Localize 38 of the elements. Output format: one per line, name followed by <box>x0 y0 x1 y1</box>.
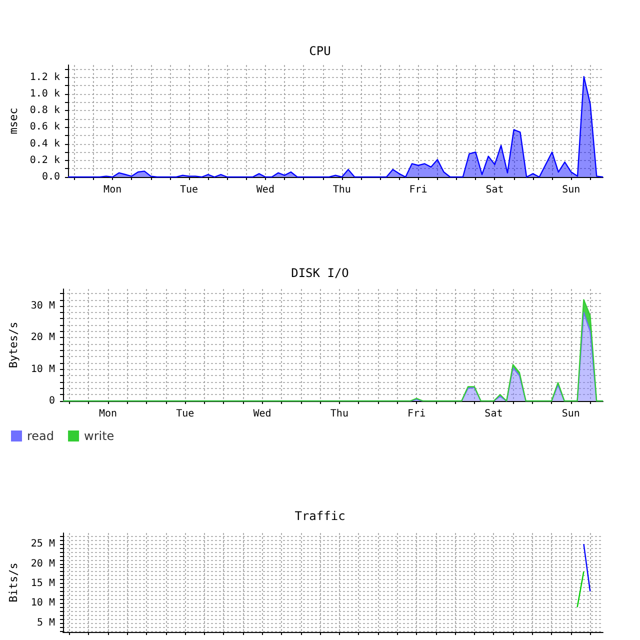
x-tick-label: Fri <box>408 408 426 420</box>
x-tick-label: Mon <box>104 184 122 196</box>
y-tick-label: 20 M <box>30 332 55 344</box>
x-tick-label: Sun <box>562 408 580 420</box>
x-tick-label: Mon <box>98 408 118 420</box>
x-tick-label: Wed <box>253 408 272 420</box>
x-tick-label: Wed <box>256 184 274 196</box>
legend-label: write <box>84 429 114 443</box>
y-tick-label: 0.2 k <box>30 154 60 166</box>
y-tick-label: 0.6 k <box>30 122 60 133</box>
x-tick-label: Thu <box>332 184 351 196</box>
y-axis-title: msec <box>7 108 20 134</box>
y-axis-title: Bits/s <box>7 562 20 602</box>
y-tick-label: 0.8 k <box>30 105 60 116</box>
y-tick-label: 25 M <box>30 538 55 550</box>
x-tick-label: Sat <box>486 184 504 196</box>
x-tick-label: Sun <box>562 184 580 196</box>
chart-title: Traffic <box>294 509 346 523</box>
y-tick-label: 1.2 k <box>30 72 60 83</box>
y-tick-label: 0.0 <box>42 172 60 182</box>
y-tick-label: 5 M <box>36 617 55 628</box>
x-tick-label: Fri <box>409 184 428 196</box>
chart-title: CPU <box>309 44 331 58</box>
y-tick-label: 15 M <box>30 578 55 589</box>
x-tick-label: Tue <box>176 408 194 420</box>
y-tick-label: 0 <box>48 396 55 406</box>
x-tick-label: Thu <box>330 408 348 420</box>
y-tick-label: 1.0 k <box>30 88 60 100</box>
y-tick-label: 0.4 k <box>30 138 60 150</box>
x-tick-label: Tue <box>180 184 198 196</box>
legend-label: read <box>27 429 54 443</box>
y-axis-title: Bytes/s <box>7 322 20 368</box>
y-tick-label: 30 M <box>30 300 55 312</box>
chart-title: DISK I/O <box>291 266 349 280</box>
y-tick-label: 10 M <box>30 364 55 375</box>
y-tick-label: 10 M <box>30 598 55 609</box>
x-tick-label: Sat <box>484 408 503 420</box>
y-tick-label: 20 M <box>30 558 55 570</box>
